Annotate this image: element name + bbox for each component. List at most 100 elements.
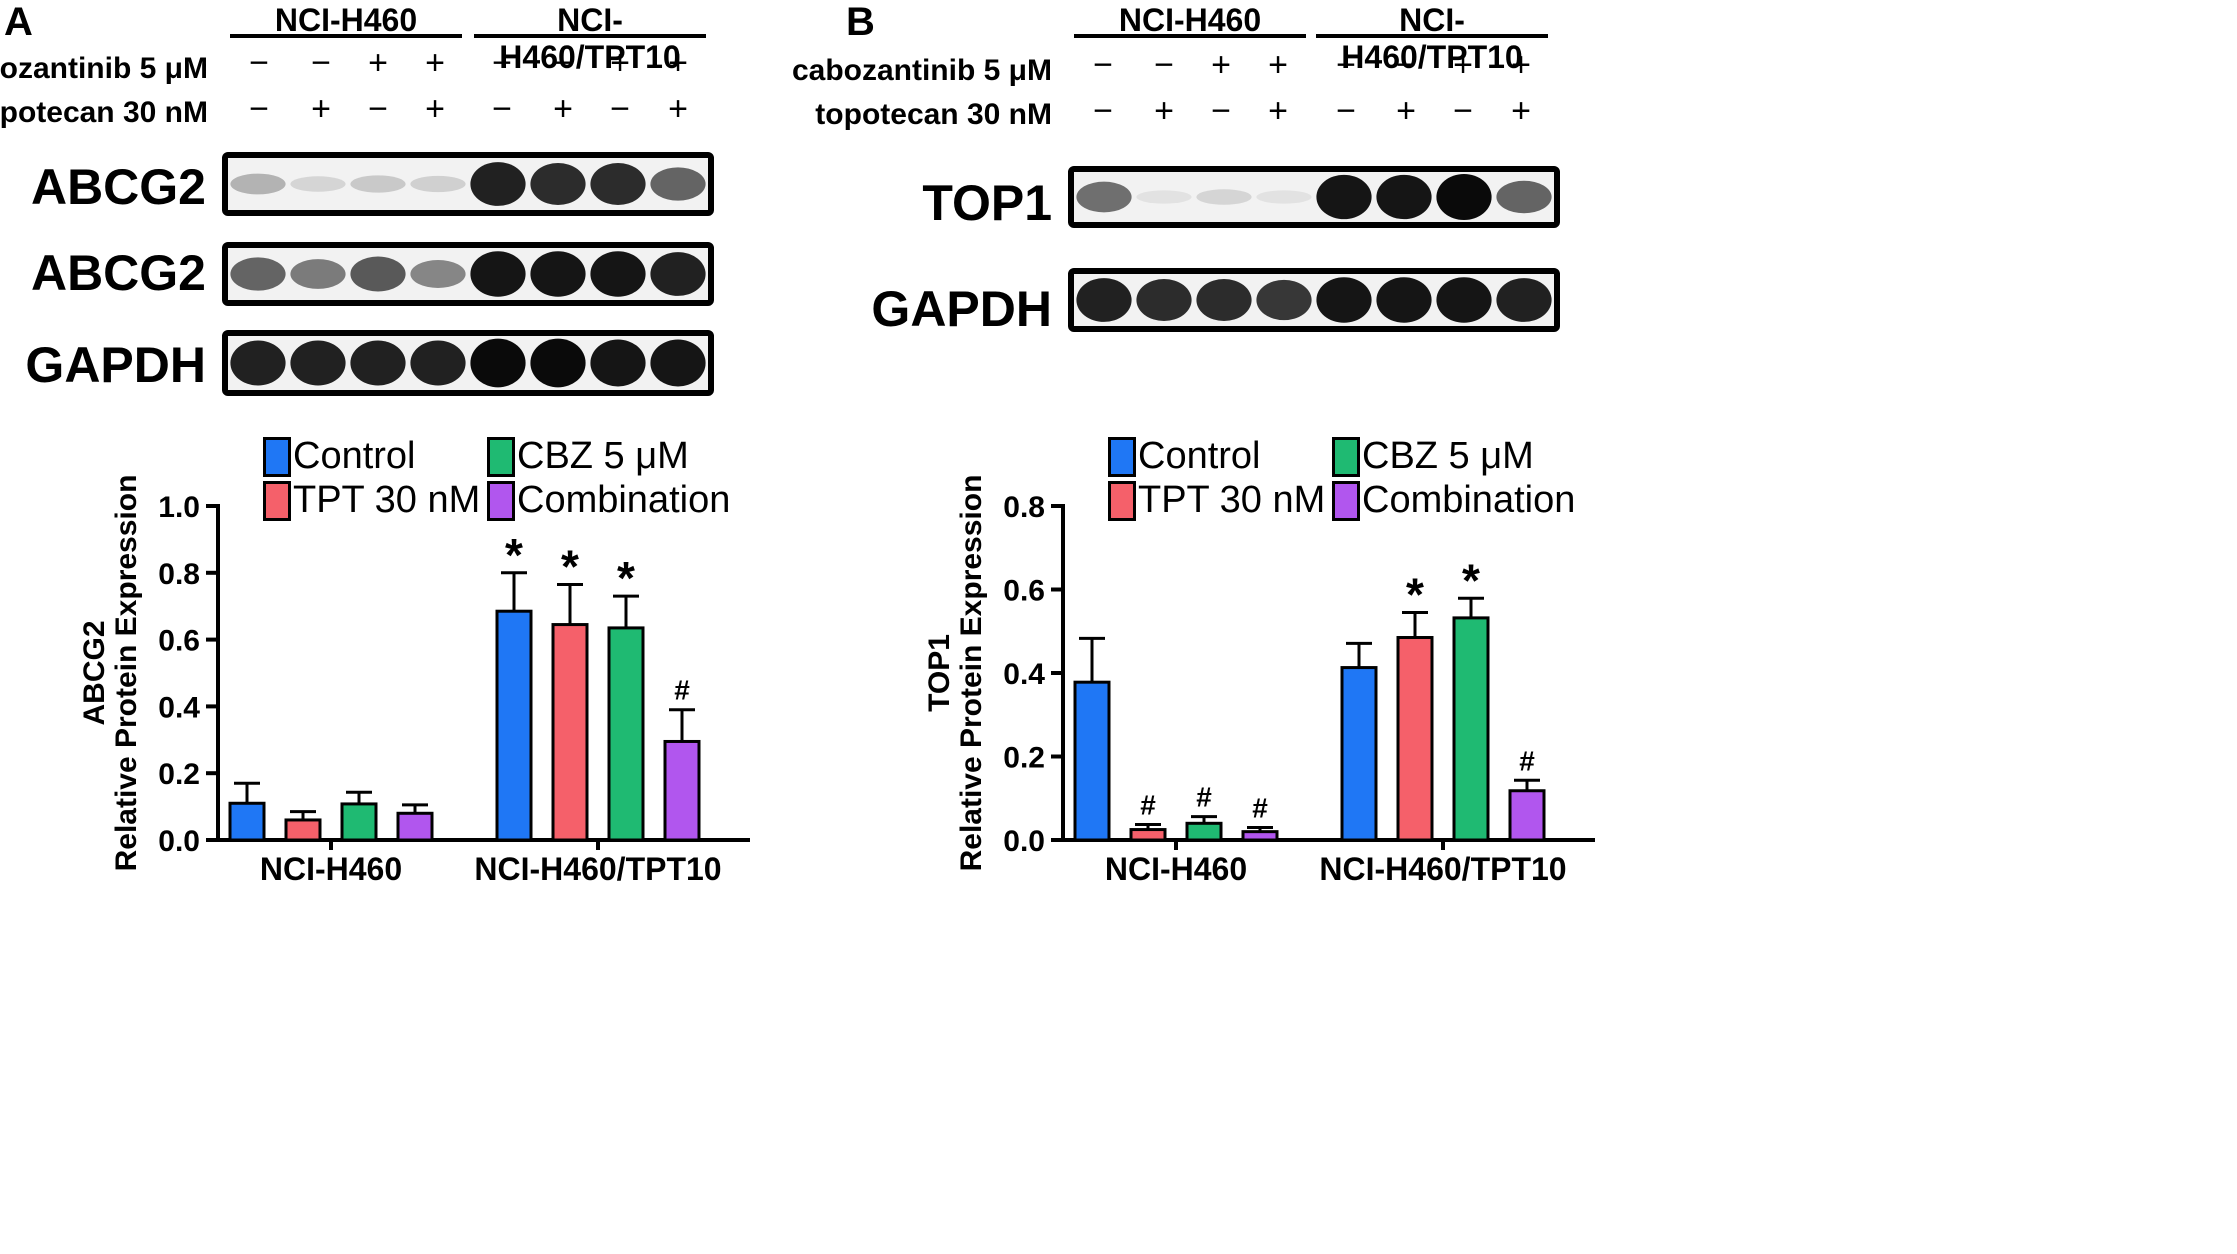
condition-label-a-1: cabozantinib 5 μM — [0, 52, 208, 85]
significance-mark-0-1: # — [1140, 790, 1156, 821]
blot-b-2 — [1068, 268, 1560, 332]
significance-mark-1-3: # — [1519, 745, 1535, 776]
y-tick-label: 0.8 — [158, 558, 200, 591]
bar-1-2 — [1452, 616, 1490, 842]
legend-swatch-cbz-b — [1332, 437, 1360, 477]
legend-swatch-cbz-a — [487, 437, 515, 477]
blot-band-b1-6 — [1376, 174, 1432, 220]
bar-1-2 — [607, 626, 645, 842]
blot-band-a3-5 — [470, 338, 526, 388]
sign-b-row1-lane5: − — [1336, 46, 1356, 84]
legend-swatch-tpt-a — [263, 481, 291, 521]
legend-label-tpt-a: TPT 30 nM — [293, 479, 481, 521]
x-tick-label: NCI-H460 — [1105, 851, 1247, 887]
bar-0-1 — [1129, 828, 1167, 842]
blot-band-b1-8 — [1496, 180, 1552, 214]
sign-a-row2-lane2: + — [311, 90, 331, 128]
sign-b-row2-lane7: − — [1453, 92, 1473, 130]
sign-b-row2-lane5: − — [1336, 92, 1356, 130]
legend-label-cbz-a: CBZ 5 μM — [517, 435, 689, 477]
y-axis-label-line1: TOP1 — [923, 634, 956, 712]
y-tick-label: 0.4 — [158, 691, 200, 724]
panel-letter-a: A — [4, 0, 33, 44]
significance-mark-0-3: # — [1252, 792, 1268, 823]
bar-0-3 — [1241, 830, 1279, 842]
bar-0-3 — [396, 811, 434, 842]
blot-band-a3-4 — [410, 340, 466, 386]
blot-band-a3-7 — [590, 339, 646, 387]
sign-a-row2-lane8: + — [668, 90, 688, 128]
group-label-b-1: NCI-H460 — [1118, 2, 1262, 38]
legend-swatch-combination-a — [487, 481, 515, 521]
y-tick-label: 0.0 — [1003, 825, 1045, 858]
bar-1-0 — [1340, 666, 1378, 842]
bar-0-2 — [340, 802, 378, 842]
bar-1-1 — [1396, 636, 1434, 842]
sign-b-row1-lane2: − — [1154, 46, 1174, 84]
blot-band-b1-4 — [1256, 190, 1312, 204]
y-axis-label-line2: Relative Protein Expression — [110, 475, 143, 872]
blot-label-b-1: TOP1 — [922, 175, 1052, 231]
bar-1-0 — [495, 609, 533, 842]
sign-b-row1-lane6: − — [1396, 46, 1416, 84]
blot-band-a3-1 — [230, 340, 286, 386]
sign-a-row2-lane6: + — [553, 90, 573, 128]
group-underline-b-2 — [1316, 34, 1548, 38]
legend-label-tpt-b: TPT 30 nM — [1138, 479, 1326, 521]
blot-band-b1-7 — [1436, 174, 1492, 220]
legend-label-control-a: Control — [293, 435, 416, 477]
sign-b-row1-lane8: + — [1511, 46, 1531, 84]
bar-0-0 — [228, 801, 266, 842]
sign-b-row1-lane3: + — [1211, 46, 1231, 84]
sign-b-row2-lane2: + — [1154, 92, 1174, 130]
bar-0-2 — [1185, 821, 1223, 842]
blot-band-b2-4 — [1256, 279, 1312, 321]
sign-b-row2-lane4: + — [1268, 92, 1288, 130]
legend-swatch-combination-b — [1332, 481, 1360, 521]
sign-a-row2-lane1: − — [249, 90, 269, 128]
group-label-a-2: NCI-H460/TPT10 — [499, 2, 681, 75]
sign-a-row1-lane4: + — [425, 44, 445, 82]
sign-b-row1-lane7: + — [1453, 46, 1473, 84]
blot-band-a1-6 — [530, 162, 586, 206]
bar-0-1 — [284, 818, 322, 842]
blot-band-a3-8 — [650, 339, 706, 387]
sign-a-row2-lane4: + — [425, 90, 445, 128]
blot-band-a2-2 — [290, 259, 346, 289]
condition-label-b-1: cabozantinib 5 μM — [791, 54, 1052, 87]
blot-band-b2-3 — [1196, 278, 1252, 322]
condition-label-a-2: topotecan 30 nM — [0, 96, 208, 129]
blot-a-3 — [222, 330, 714, 396]
bar-1-3 — [663, 739, 701, 842]
sign-a-row1-lane5: − — [492, 44, 512, 82]
y-axis-label-line2: Relative Protein Expression — [955, 475, 988, 872]
sign-b-row2-lane6: + — [1396, 92, 1416, 130]
blot-band-b1-1 — [1076, 181, 1132, 213]
blot-b-1 — [1068, 166, 1560, 228]
blot-band-a3-3 — [350, 340, 406, 386]
blot-band-a2-3 — [350, 256, 406, 292]
legend-label-combination-b: Combination — [1362, 479, 1576, 521]
group-underline-b-1 — [1074, 34, 1306, 38]
blot-band-a2-7 — [590, 251, 646, 297]
sign-b-row2-lane3: − — [1211, 92, 1231, 130]
bar-chart-abcg2: ABCG2 Relative Protein Expression 0.0 0.2 0.… — [60, 470, 750, 890]
bar-1-3 — [1508, 789, 1546, 842]
panel-letter-b: B — [846, 0, 875, 44]
y-tick-label: 0.6 — [1003, 575, 1045, 608]
blot-band-a2-8 — [650, 252, 706, 296]
group-label-a-1: NCI-H460 — [274, 2, 418, 38]
sign-a-row1-lane8: + — [668, 44, 688, 82]
blot-label-b-2: GAPDH — [871, 281, 1052, 337]
blot-band-a3-2 — [290, 340, 346, 386]
blot-band-a1-8 — [650, 167, 706, 201]
significance-mark-1-3: # — [674, 675, 690, 706]
blot-band-b1-5 — [1316, 174, 1372, 220]
legend-swatch-tpt-b — [1108, 481, 1136, 521]
blot-label-a-3: GAPDH — [25, 337, 206, 393]
sign-a-row1-lane7: + — [610, 44, 630, 82]
group-label-b-2: NCI-H460/TPT10 — [1341, 2, 1523, 75]
y-axis-label-line1: ABCG2 — [78, 620, 111, 725]
sign-a-row2-lane5: − — [492, 90, 512, 128]
sign-b-row1-lane1: − — [1093, 46, 1113, 84]
